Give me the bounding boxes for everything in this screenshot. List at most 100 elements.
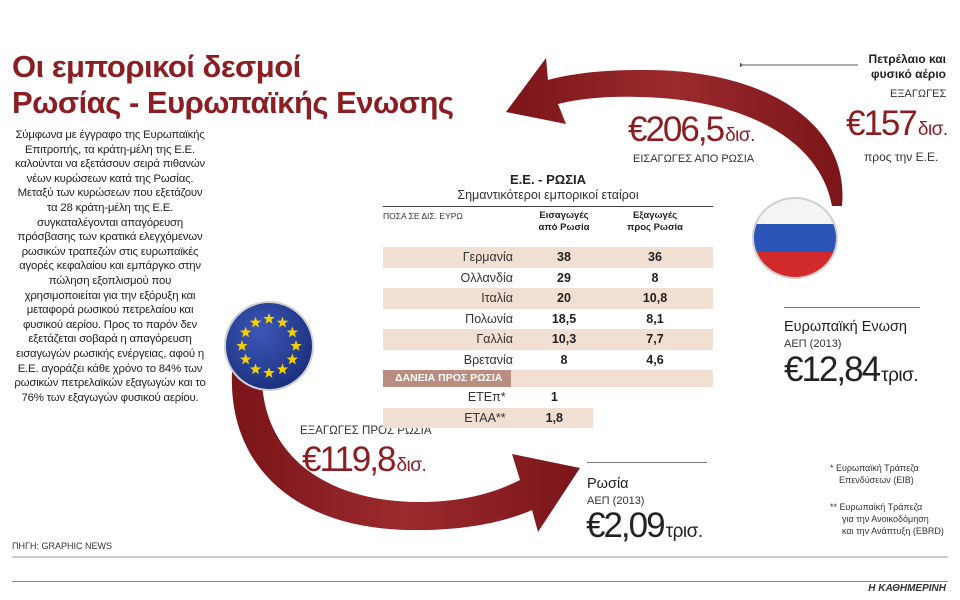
oil-gas-title-line1: Πετρέλαιο και xyxy=(868,52,946,66)
russia-flag-icon xyxy=(752,197,838,279)
eu-flag-icon xyxy=(224,301,314,391)
footer-rule xyxy=(12,581,948,582)
oil-gas-exports-label: ΕΞΑΓΩΓΕΣ xyxy=(890,88,947,100)
eu-star xyxy=(263,367,275,378)
table-subtitle: Σημαντικότεροι εμπορικοί εταίροι xyxy=(457,188,639,202)
eu-star xyxy=(263,313,275,324)
page-title-line2: Ρωσίας - Ευρωπαϊκής Ενωσης xyxy=(12,85,454,120)
imports-cell: 18,5 xyxy=(551,311,577,326)
col-imports-header-line2: από Ρωσία xyxy=(538,222,590,233)
oil-gas-unit: δισ. xyxy=(917,119,948,140)
imports-cell: 29 xyxy=(557,270,571,285)
imports-cell: 10,3 xyxy=(551,332,577,347)
table-title: Ε.Ε. - ΡΩΣΙΑ xyxy=(509,172,586,187)
col-exports-header-line1: Εξαγωγές xyxy=(632,210,678,221)
col-exports-header: Εξαγωγές προς Ρωσία xyxy=(605,207,705,234)
table-row: Πολωνία 18,5 8,1 xyxy=(383,309,713,330)
oil-gas-title-line2: φυσικό αέριο xyxy=(871,67,946,81)
russia-gdp-unit: τρισ. xyxy=(665,521,704,542)
legend-ebrd-line1: ** Ευρωπαϊκή Τράπεζα xyxy=(830,502,923,512)
col-exports-header-line2: προς Ρωσία xyxy=(627,222,683,233)
legend-ebrd: ** Ευρωπαϊκή Τράπεζα για την Ανοικοδόμησ… xyxy=(830,501,944,537)
eu-star xyxy=(286,353,299,365)
russia-gdp-label: ΑΕΠ (2013) xyxy=(587,495,645,507)
country-cell: Ιταλία xyxy=(481,291,513,306)
loan-row: ΕΤΑΑ** 1,8 xyxy=(383,407,593,428)
eu-gdp-label: ΑΕΠ (2013) xyxy=(784,338,842,350)
exports-to-russia-label: ΕΞΑΓΩΓΕΣ ΠΡΟΣ ΡΩΣΙΑ xyxy=(300,425,432,437)
lender-cell: ΕΤΑΑ** xyxy=(464,410,506,425)
eu-star xyxy=(239,353,252,365)
eu-star xyxy=(276,363,289,375)
eu-star xyxy=(236,340,248,351)
exports-cell: 7,7 xyxy=(646,332,664,347)
loan-value-cell: 1,8 xyxy=(545,410,564,425)
loan-row: ΕΤΕπ* 1 xyxy=(383,387,593,408)
col-imports-header-line1: Εισαγωγές xyxy=(539,210,589,221)
loan-value-cell: 1 xyxy=(550,390,558,405)
legend-ebrd-line3: και την Ανάπτυξη (EBRD) xyxy=(842,526,944,536)
country-cell: Γαλλία xyxy=(476,332,513,347)
russia-rule xyxy=(587,462,707,463)
eu-star xyxy=(286,326,299,338)
country-cell: Ολλανδία xyxy=(460,270,513,285)
exports-cell: 4,6 xyxy=(646,352,664,367)
imports-from-russia-value-group: €206,5 δισ. xyxy=(628,110,755,150)
exports-to-russia-value-group: €119,8 δισ. xyxy=(302,440,427,480)
exports-cell: 36 xyxy=(648,250,662,265)
russia-name: Ρωσία xyxy=(587,476,629,492)
table-body: Γερμανία 38 36 Ολλανδία 29 8 Ιταλία 20 10,8 Πολων… xyxy=(383,247,713,370)
imports-from-russia-value: €206,5 xyxy=(628,110,725,149)
table-row: Γερμανία 38 36 xyxy=(383,247,713,268)
legend-eib-line1: * Ευρωπαϊκή Τράπεζα xyxy=(830,463,919,473)
exports-cell: 8,1 xyxy=(646,311,664,326)
oil-gas-value: €157 xyxy=(846,104,918,143)
eu-star xyxy=(249,363,262,375)
loans-body: ΕΤΕπ* 1 ΕΤΑΑ** 1,8 xyxy=(383,387,713,428)
table-row: Ολλανδία 29 8 xyxy=(383,268,713,289)
exports-cell: 8 xyxy=(651,270,659,285)
exports-cell: 10,8 xyxy=(642,291,668,306)
imports-cell: 38 xyxy=(557,250,571,265)
legend-eib-line2: Επενδύσεων (EIB) xyxy=(839,475,914,485)
exports-to-russia-unit: δισ. xyxy=(396,455,427,476)
table-header: ΠΟΣΑ ΣΕ ΔΙΣ. ΕΥΡΩ Εισαγωγές από Ρωσία Εξ… xyxy=(383,207,713,247)
lender-cell: ΕΤΕπ* xyxy=(467,390,506,405)
body-text: Σύμφωνα με έγγραφο της Ευρωπαϊκής Επιτρο… xyxy=(14,129,206,404)
oil-gas-sublabel: προς την Ε.Ε. xyxy=(864,150,939,164)
col-imports-header: Εισαγωγές από Ρωσία xyxy=(523,207,605,234)
oil-gas-value-group: €157 δισ. xyxy=(846,104,948,144)
table-row: Βρετανία 8 4,6 xyxy=(383,350,713,371)
footer-shadow-rule xyxy=(12,556,948,558)
eu-gdp-value-group: €12,84 τρισ. xyxy=(784,350,919,390)
imports-cell: 8 xyxy=(560,352,568,367)
eu-star xyxy=(249,316,262,328)
country-cell: Βρετανία xyxy=(463,352,513,367)
exports-to-russia-value: €119,8 xyxy=(302,440,396,479)
source-label: ΠΗΓΗ: GRAPHIC NEWS xyxy=(12,541,112,551)
loans-label-band xyxy=(510,370,713,387)
country-cell: Γερμανία xyxy=(462,250,513,265)
eu-rule xyxy=(784,307,920,308)
arrow-russia-to-eu xyxy=(506,58,843,206)
eu-star xyxy=(290,340,302,351)
eu-star xyxy=(239,326,252,338)
page-title-line1: Οι εμπορικοί δεσμοί xyxy=(12,49,301,84)
imports-from-russia-unit: δισ. xyxy=(725,125,755,146)
table-rule xyxy=(383,206,713,207)
russia-gdp-value-group: €2,09 τρισ. xyxy=(586,506,703,546)
brand-label: Η ΚΑΘΗΜΕΡΙΝΗ xyxy=(868,583,946,594)
loans-label: ΔΑΝΕΙΑ ΠΡΟΣ ΡΩΣΙΑ xyxy=(383,370,511,387)
imports-cell: 20 xyxy=(557,291,571,306)
table-row: Ιταλία 20 10,8 xyxy=(383,288,713,309)
eu-name: Ευρωπαϊκή Ενωση xyxy=(784,319,907,335)
table-row: Γαλλία 10,3 7,7 xyxy=(383,329,713,350)
legend-eib: * Ευρωπαϊκή Τράπεζα Επενδύσεων (EIB) xyxy=(830,462,919,486)
eu-gdp-unit: τρισ. xyxy=(881,365,919,386)
trade-partners-table: Ε.Ε. - ΡΩΣΙΑ Σημαντικότεροι εμπορικοί ετ… xyxy=(383,172,713,428)
legend-ebrd-line2: για την Ανοικοδόμηση xyxy=(842,514,929,524)
eu-gdp-value: €12,84 xyxy=(784,350,881,389)
arrow-eu-to-russia xyxy=(231,372,580,532)
russia-gdp-value: €2,09 xyxy=(586,506,666,545)
